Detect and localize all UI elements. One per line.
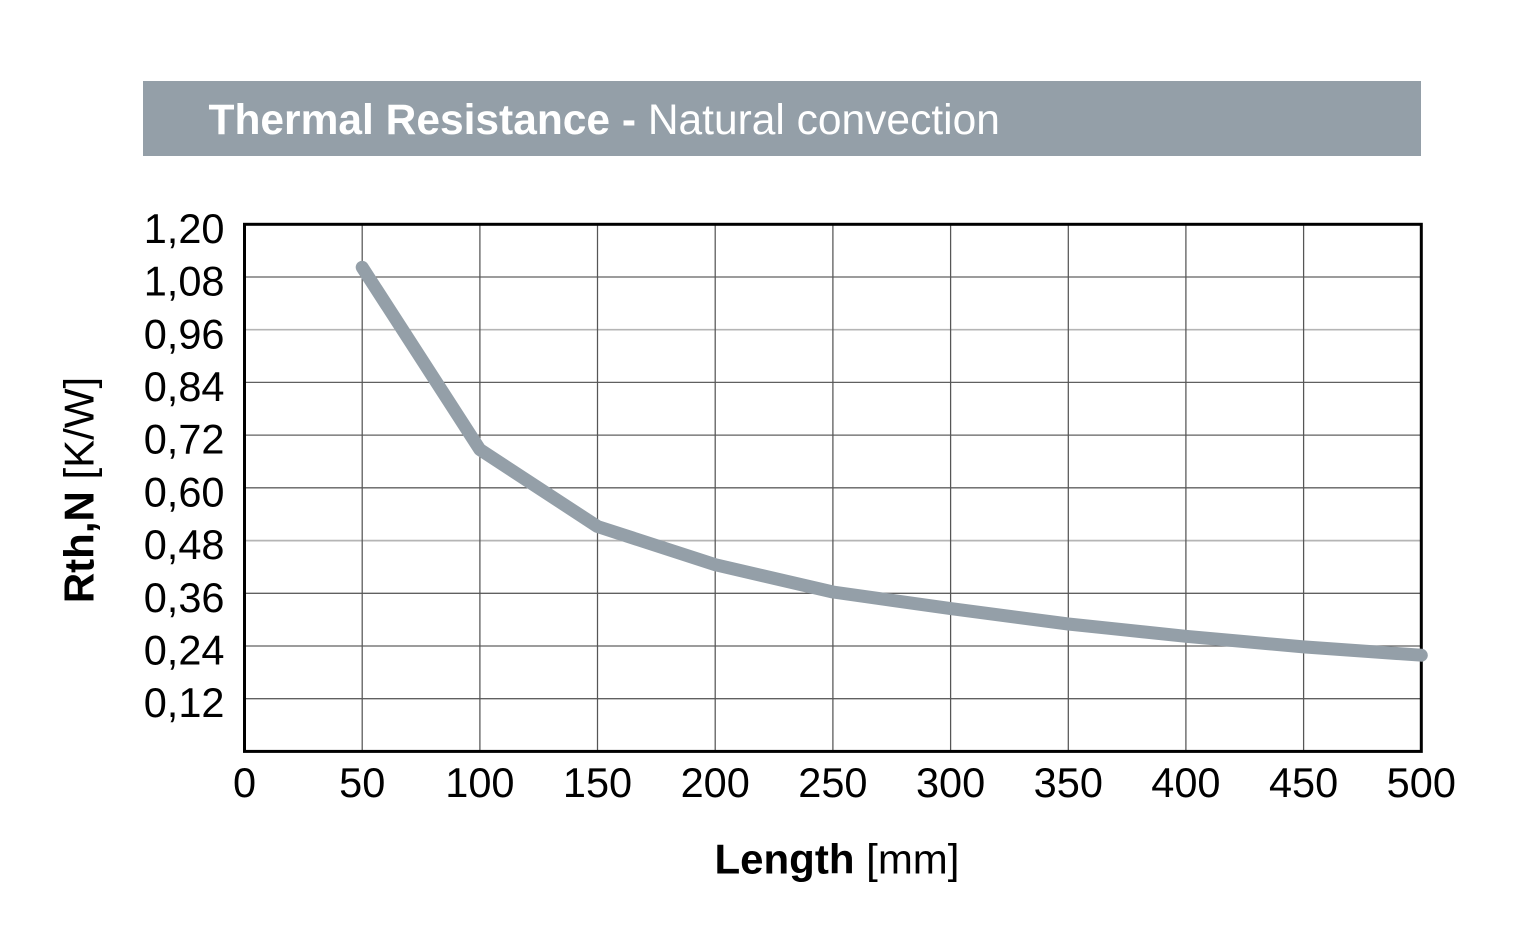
svg-text:0,48: 0,48 [144,521,225,568]
svg-text:0,24: 0,24 [144,627,225,674]
svg-text:500: 500 [1387,759,1456,806]
svg-text:Rth,N [K/W]: Rth,N [K/W] [56,377,103,603]
svg-text:1,20: 1,20 [144,205,225,252]
svg-text:350: 350 [1034,759,1103,806]
svg-text:0,60: 0,60 [144,468,225,515]
svg-text:0,72: 0,72 [144,416,225,463]
svg-text:200: 200 [681,759,750,806]
svg-text:Length [mm]: Length [mm] [715,836,960,883]
svg-text:0,12: 0,12 [144,679,225,726]
svg-text:0,96: 0,96 [144,310,225,357]
svg-text:0: 0 [233,759,256,806]
svg-text:50: 50 [339,759,385,806]
svg-text:0,84: 0,84 [144,363,225,410]
svg-text:250: 250 [798,759,867,806]
svg-text:300: 300 [916,759,985,806]
svg-text:100: 100 [445,759,514,806]
svg-text:450: 450 [1269,759,1338,806]
svg-text:0,36: 0,36 [144,574,225,621]
svg-text:1,08: 1,08 [144,258,225,305]
svg-text:400: 400 [1151,759,1220,806]
svg-text:150: 150 [563,759,632,806]
